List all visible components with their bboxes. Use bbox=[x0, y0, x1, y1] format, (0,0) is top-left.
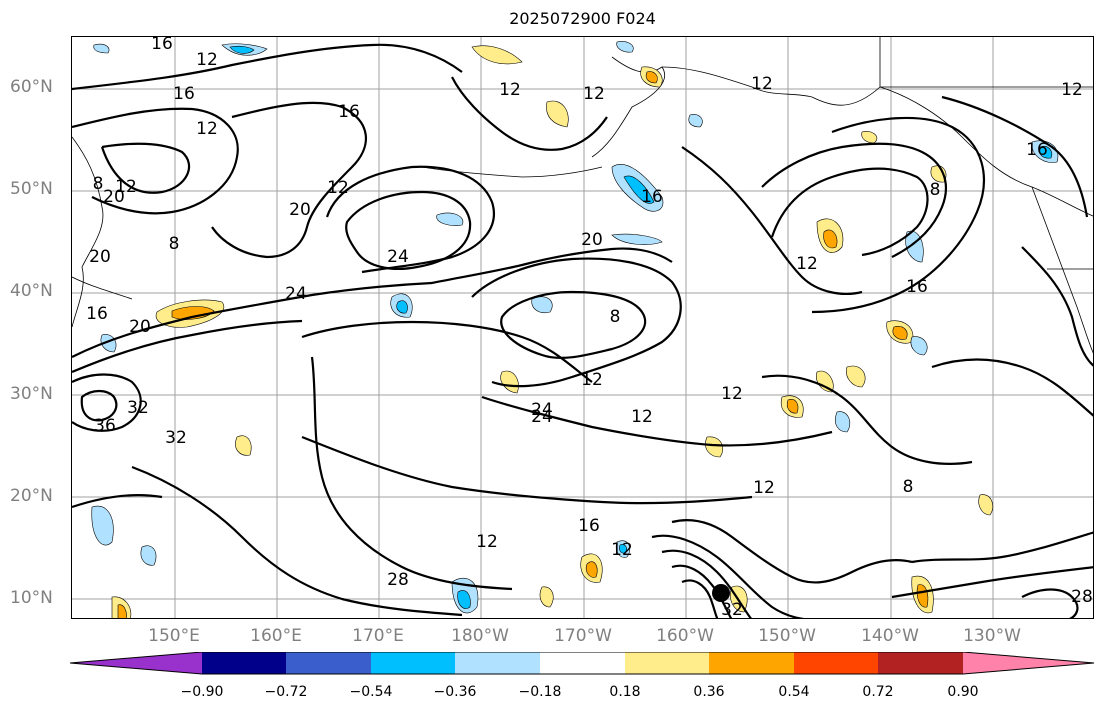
colorbar-segment bbox=[878, 652, 963, 674]
contour-label: 20 bbox=[103, 187, 125, 207]
colorbar-tick: −0.72 bbox=[264, 684, 308, 700]
lat-label-60n: 60°N bbox=[10, 77, 53, 97]
contour-label: 16 bbox=[151, 37, 173, 54]
contour-label: 20 bbox=[581, 230, 603, 250]
colorbar-tick: 0.72 bbox=[862, 684, 894, 700]
contour-label: 36 bbox=[94, 416, 116, 436]
colorbar-tick: −0.90 bbox=[180, 684, 224, 700]
lon-label-170w: 170°W bbox=[554, 626, 612, 646]
contour-label: 12 bbox=[753, 478, 775, 498]
contour-label: 20 bbox=[289, 200, 311, 220]
lat-label-50n: 50°N bbox=[10, 179, 53, 199]
contour-label: 16 bbox=[906, 277, 928, 297]
contour-label: 32 bbox=[721, 600, 743, 619]
negative-shading bbox=[91, 41, 1059, 614]
colorbar-outline bbox=[70, 652, 1095, 675]
lat-label-20n: 20°N bbox=[10, 486, 53, 506]
contour-label: 12 bbox=[583, 84, 605, 104]
storm-marker bbox=[712, 584, 730, 602]
colorbar-segment bbox=[70, 652, 202, 674]
contour-label: 8 bbox=[93, 174, 104, 194]
contour-map: 12 16 12 12 12 12 12 16 16 16 8 20 12 24… bbox=[72, 37, 1093, 619]
contour-label: 32 bbox=[127, 398, 149, 418]
contour-label: 20 bbox=[129, 317, 151, 337]
colorbar-tick: −0.18 bbox=[518, 684, 562, 700]
contour-label: 32 bbox=[165, 428, 187, 448]
contour-labels: 12 16 12 12 12 12 12 16 16 16 8 20 12 24… bbox=[86, 37, 1093, 619]
contour-label: 16 bbox=[338, 102, 360, 122]
contour-label: 24 bbox=[387, 247, 409, 267]
colorbar-tick: 0.54 bbox=[778, 684, 810, 700]
contour-label: 12 bbox=[751, 74, 773, 94]
colorbar-segment bbox=[371, 652, 455, 674]
lon-label-180w: 180°W bbox=[451, 626, 509, 646]
lon-label-170e: 170°E bbox=[352, 626, 404, 646]
contour-label: 24 bbox=[531, 400, 553, 420]
contour-label: 16 bbox=[1026, 140, 1048, 160]
lon-label-160e: 160°E bbox=[250, 626, 302, 646]
map-title: 2025072900 F024 bbox=[509, 9, 656, 28]
contour-label: 8 bbox=[610, 307, 621, 327]
contour-label: 24 bbox=[285, 284, 307, 304]
colorbar-segment bbox=[963, 652, 1094, 674]
contour-label: 12 bbox=[581, 370, 603, 390]
colorbar-segment bbox=[794, 652, 878, 674]
colorbar-tick: −0.54 bbox=[349, 684, 393, 700]
lat-label-10n: 10°N bbox=[10, 588, 53, 608]
lat-label-30n: 30°N bbox=[10, 384, 53, 404]
contour-label: 8 bbox=[169, 234, 180, 254]
colorbar-segment bbox=[202, 652, 286, 674]
contour-label: 12 bbox=[476, 532, 498, 552]
colorbar-segment bbox=[286, 652, 371, 674]
contour-label: 8 bbox=[930, 180, 941, 200]
contour-label: 28 bbox=[387, 570, 409, 590]
colorbar-segment bbox=[540, 652, 625, 674]
map-panel: 12 16 12 12 12 12 12 16 16 16 8 20 12 24… bbox=[71, 36, 1094, 619]
lat-label-40n: 40°N bbox=[10, 281, 53, 301]
lon-label-130w: 130°W bbox=[963, 626, 1021, 646]
colorbar-tick: 0.90 bbox=[947, 684, 979, 700]
lon-label-150w: 150°W bbox=[758, 626, 816, 646]
contour-label: 12 bbox=[611, 540, 633, 560]
contour-label: 12 bbox=[499, 80, 521, 100]
contour-label: 16 bbox=[578, 516, 600, 536]
contour-label: 16 bbox=[173, 84, 195, 104]
contour-lines bbox=[72, 43, 1093, 618]
contour-label: 16 bbox=[641, 187, 663, 207]
contour-label: 12 bbox=[631, 407, 653, 427]
contour-label: 12 bbox=[327, 178, 349, 198]
colorbar-tick: 0.18 bbox=[609, 684, 641, 700]
contour-label: 8 bbox=[903, 477, 914, 497]
positive-shading bbox=[111, 45, 994, 618]
contour-label: 12 bbox=[1061, 80, 1083, 100]
lon-label-160w: 160°W bbox=[656, 626, 714, 646]
contour-label: 16 bbox=[86, 304, 108, 324]
contour-label: 24 bbox=[531, 407, 553, 427]
colorbar-segment bbox=[455, 652, 540, 674]
contour-label: 28 bbox=[1071, 587, 1093, 607]
contour-label: 12 bbox=[196, 50, 218, 70]
lon-label-140w: 140°W bbox=[861, 626, 919, 646]
lon-label-150e: 150°E bbox=[148, 626, 200, 646]
colorbar bbox=[70, 652, 1095, 675]
contour-label: 12 bbox=[721, 384, 743, 404]
colorbar-tick: −0.36 bbox=[433, 684, 477, 700]
colorbar-tick: 0.36 bbox=[693, 684, 725, 700]
contour-label: 12 bbox=[796, 254, 818, 274]
contour-label: 12 bbox=[196, 119, 218, 139]
contour-label: 20 bbox=[89, 247, 111, 267]
colorbar-segment bbox=[625, 652, 709, 674]
contour-label: 12 bbox=[115, 177, 137, 197]
colorbar-segment bbox=[709, 652, 794, 674]
